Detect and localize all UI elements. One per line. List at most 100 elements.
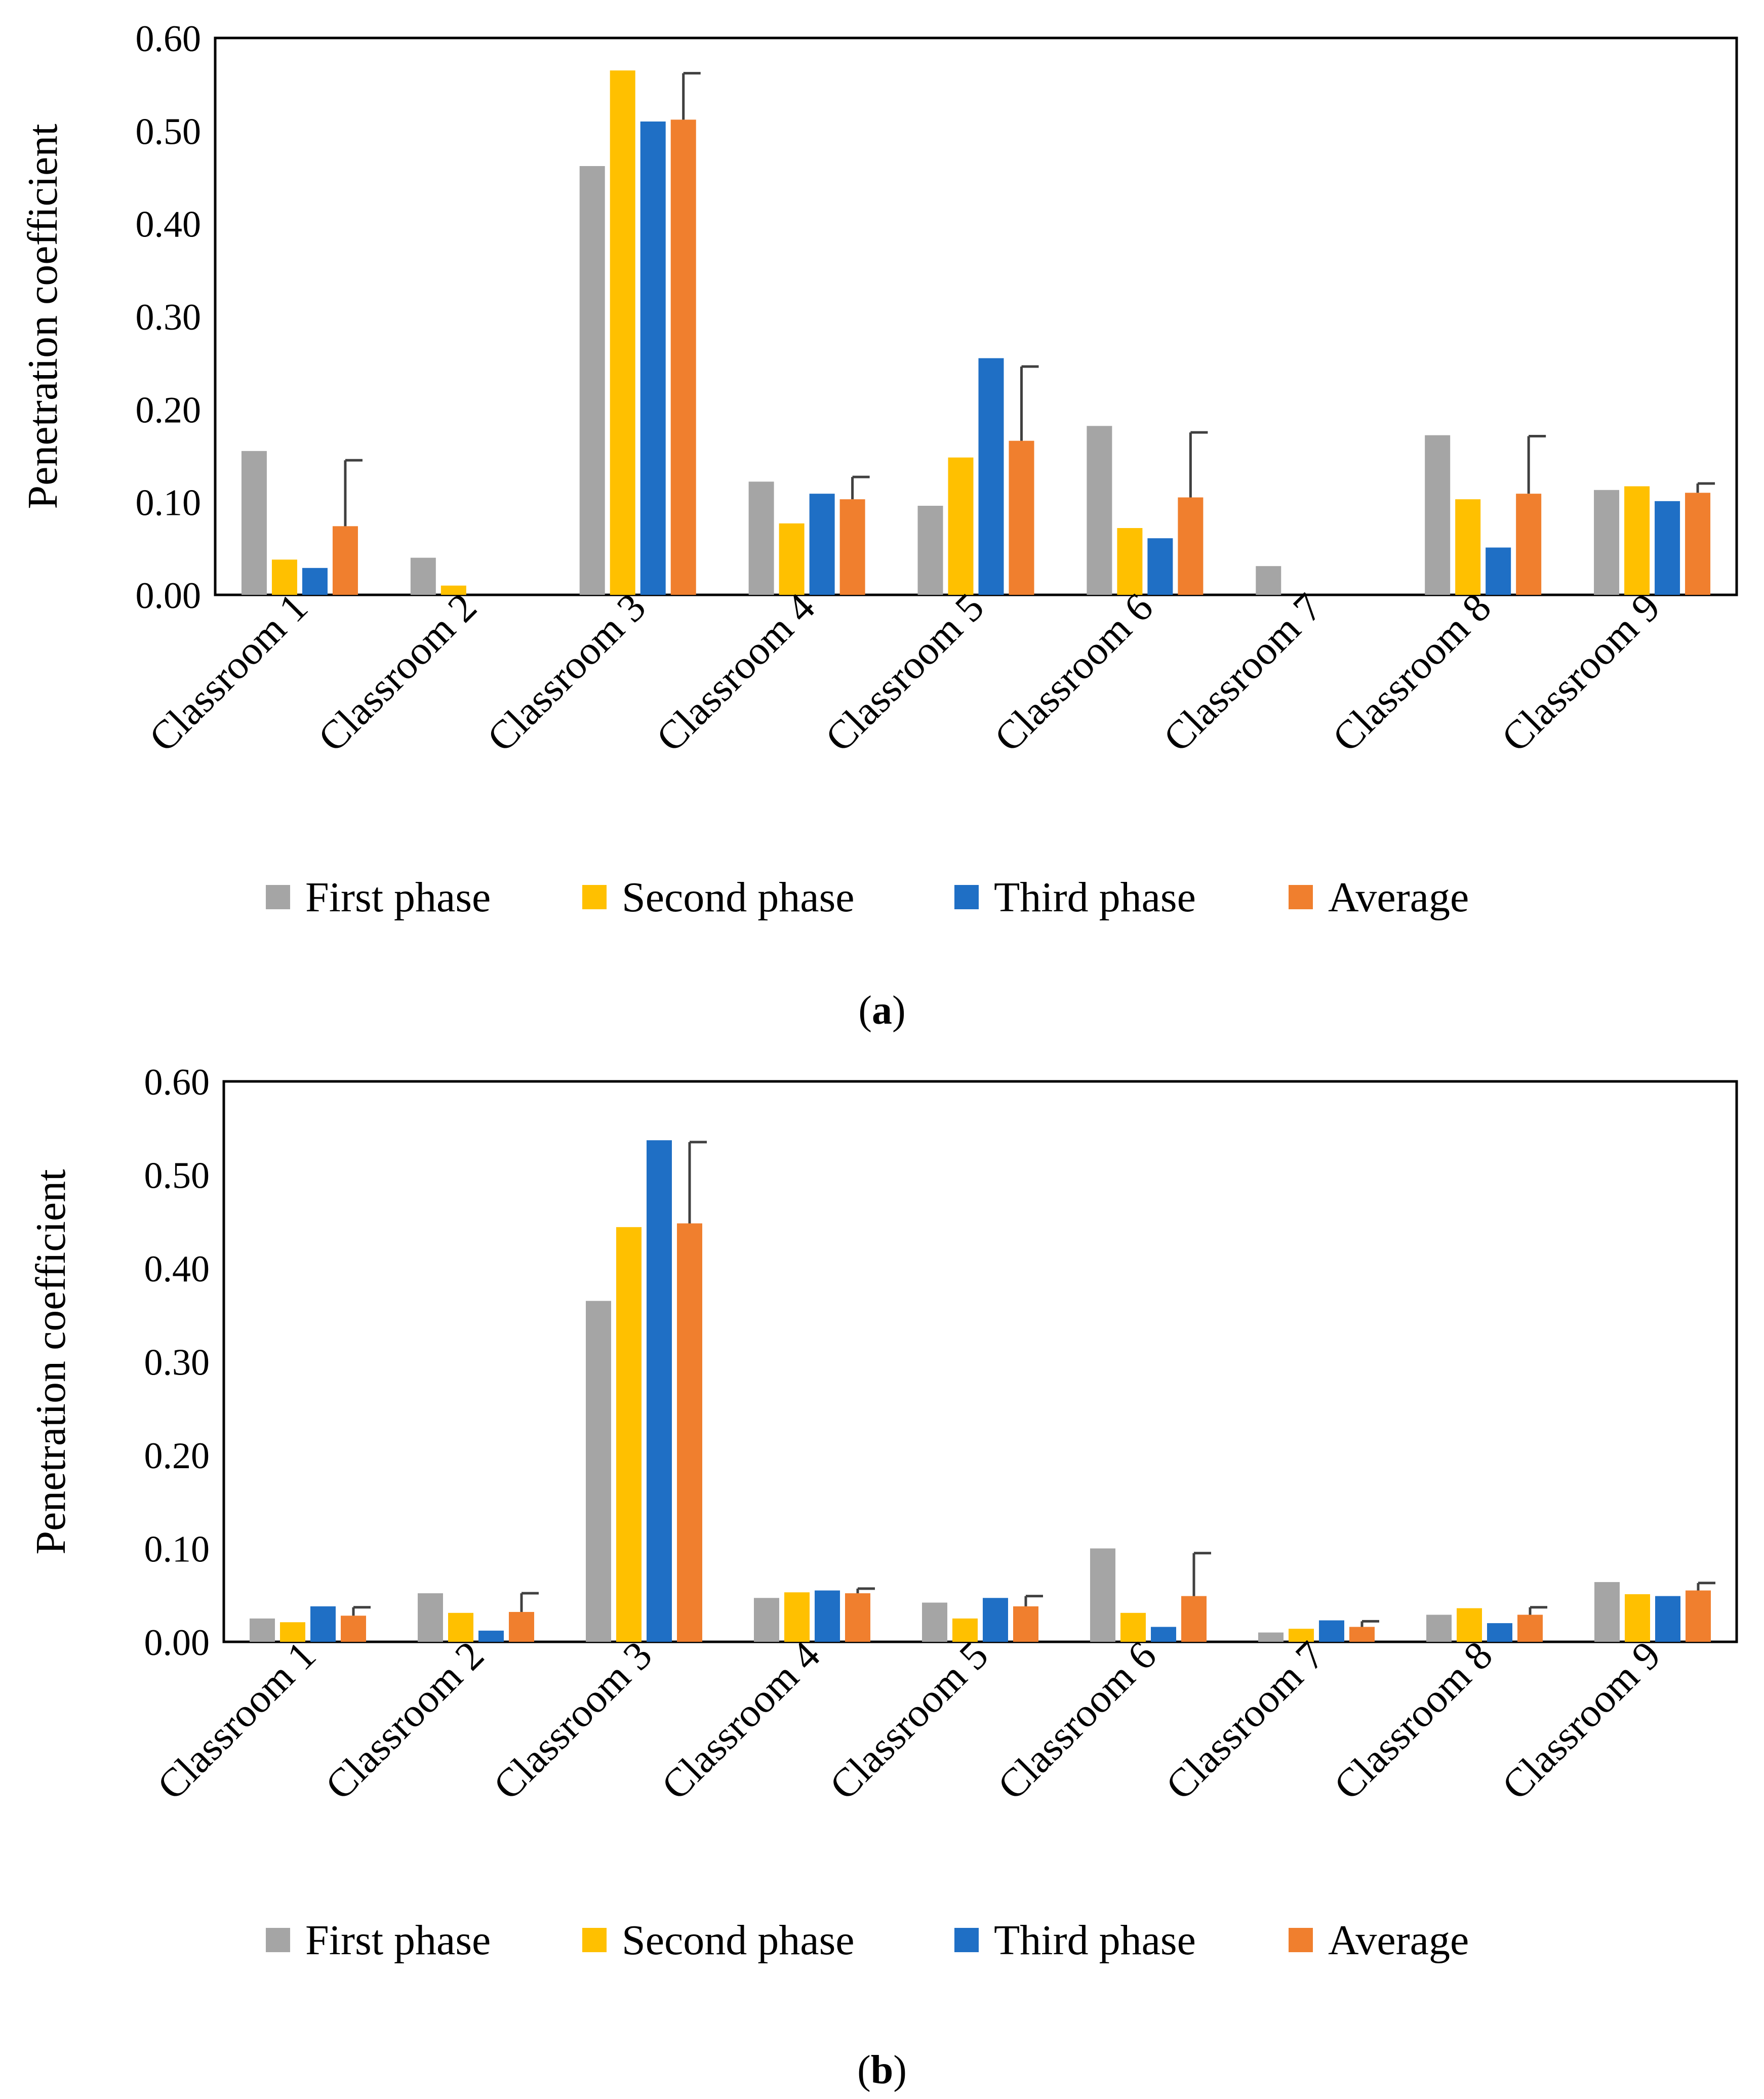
bar-average	[670, 119, 696, 595]
y-tick-label: 0.20	[144, 1435, 210, 1477]
bar-first	[579, 166, 605, 595]
bar-first	[1594, 490, 1620, 595]
legend-label: Second phase	[622, 1917, 855, 1964]
bar-third	[647, 1140, 672, 1642]
panel-label-a: (a)	[858, 988, 905, 1033]
bar-average	[839, 499, 865, 595]
category-label: Classroom 9	[1493, 585, 1669, 761]
bar-first	[250, 1618, 275, 1642]
bar-first	[410, 557, 436, 595]
legend-label: Average	[1328, 1917, 1469, 1964]
bar-first	[1426, 1614, 1452, 1642]
legend-label: Third phase	[994, 1917, 1196, 1964]
y-tick-label: 0.60	[136, 18, 202, 60]
bar-second	[1455, 499, 1481, 595]
legend-label: Average	[1328, 874, 1469, 921]
bar-third	[983, 1598, 1008, 1642]
bar-average	[1349, 1627, 1375, 1642]
legend-swatch-first	[266, 885, 290, 909]
legend-swatch-third	[954, 885, 979, 909]
y-tick-label: 0.40	[144, 1248, 210, 1290]
bar-third	[815, 1590, 840, 1642]
bar-second	[779, 523, 805, 595]
bar-average	[1181, 1596, 1207, 1642]
bar-first	[586, 1301, 611, 1642]
bar-group	[250, 1140, 1711, 1642]
bar-second	[1289, 1629, 1314, 1642]
bar-second	[448, 1612, 473, 1642]
bar-third	[1487, 1623, 1512, 1642]
y-tick-label: 0.50	[144, 1155, 210, 1197]
category-label: Classroom 9	[1494, 1633, 1669, 1809]
panel-letter-a: a	[872, 988, 892, 1033]
bar-average	[677, 1223, 702, 1642]
bar-third	[1486, 547, 1511, 595]
legend-swatch-second	[582, 885, 607, 909]
legend-label: Third phase	[994, 874, 1196, 921]
category-label: Classroom 2	[310, 585, 486, 761]
bar-second	[952, 1618, 978, 1642]
bar-first	[1425, 435, 1451, 595]
bar-second	[440, 585, 466, 595]
legend-label: First phase	[305, 1917, 491, 1964]
bar-second	[280, 1622, 305, 1642]
legend-label: Second phase	[622, 874, 855, 921]
legend-swatch-first	[266, 1928, 290, 1952]
bar-third	[478, 1630, 504, 1642]
bar-average	[1685, 493, 1711, 595]
panel-letter-b: b	[871, 2048, 894, 2092]
category-label: Classroom 7	[1157, 1633, 1333, 1809]
panel-label-b: (b)	[857, 2048, 907, 2092]
bar-third	[310, 1606, 336, 1642]
bar-first	[1258, 1632, 1284, 1642]
category-label: Classroom 3	[485, 1633, 661, 1809]
y-tick-label: 0.30	[136, 297, 202, 338]
legend-swatch-average	[1289, 1928, 1313, 1952]
category-label: Classroom 2	[317, 1633, 493, 1809]
bar-third	[1147, 538, 1173, 595]
bar-average	[332, 526, 358, 595]
legend: First phase Second phase Third phase Averag…	[266, 874, 1469, 921]
bar-average	[1013, 1606, 1038, 1642]
category-label: Classroom 6	[989, 1633, 1165, 1809]
bar-first	[1090, 1548, 1115, 1642]
bar-second	[271, 559, 297, 595]
bar-third	[978, 358, 1004, 595]
category-label: Classroom 5	[821, 1633, 997, 1809]
category-label: Classroom 7	[1155, 585, 1331, 761]
bar-third	[1655, 1596, 1680, 1642]
plot-area-frame	[222, 1080, 1738, 1643]
bar-group	[241, 70, 1711, 595]
bar-third	[809, 494, 835, 595]
legend-swatch-average	[1289, 885, 1313, 909]
bar-average	[1178, 497, 1204, 595]
bar-second	[1117, 528, 1143, 595]
y-axis-label: Penetration coefficient	[27, 1169, 74, 1554]
chart-panel-a: 0.00 0.10 0.20 0.30 0.40 0.50 0.60 Classroom 1…	[19, 18, 1738, 1033]
legend-swatch-second	[582, 1928, 607, 1952]
bar-first	[418, 1593, 443, 1642]
bar-third	[1319, 1620, 1344, 1642]
y-tick-label: 0.00	[144, 1622, 210, 1664]
legend-swatch-third	[954, 1928, 979, 1952]
category-label: Classroom 3	[479, 585, 655, 761]
bar-second	[616, 1227, 642, 1642]
category-label: Classroom 8	[1324, 585, 1500, 761]
bar-average	[1517, 1614, 1543, 1642]
bar-third	[640, 122, 666, 595]
y-tick-labels: 0.00 0.10 0.20 0.30 0.40 0.50 0.60	[136, 18, 202, 617]
y-tick-label: 0.40	[136, 204, 202, 246]
bar-second	[1624, 486, 1650, 595]
bar-second	[1457, 1608, 1482, 1642]
bar-second	[784, 1592, 810, 1642]
bar-third	[302, 568, 328, 595]
bar-average	[845, 1593, 870, 1642]
y-tick-labels: 0.00 0.10 0.20 0.30 0.40 0.50 0.60	[144, 1062, 210, 1664]
y-tick-label: 0.10	[136, 482, 202, 524]
bar-first	[1594, 1582, 1620, 1642]
y-tick-label: 0.50	[136, 111, 202, 152]
y-tick-label: 0.20	[136, 389, 202, 431]
legend: First phase Second phase Third phase Averag…	[266, 1917, 1469, 1964]
